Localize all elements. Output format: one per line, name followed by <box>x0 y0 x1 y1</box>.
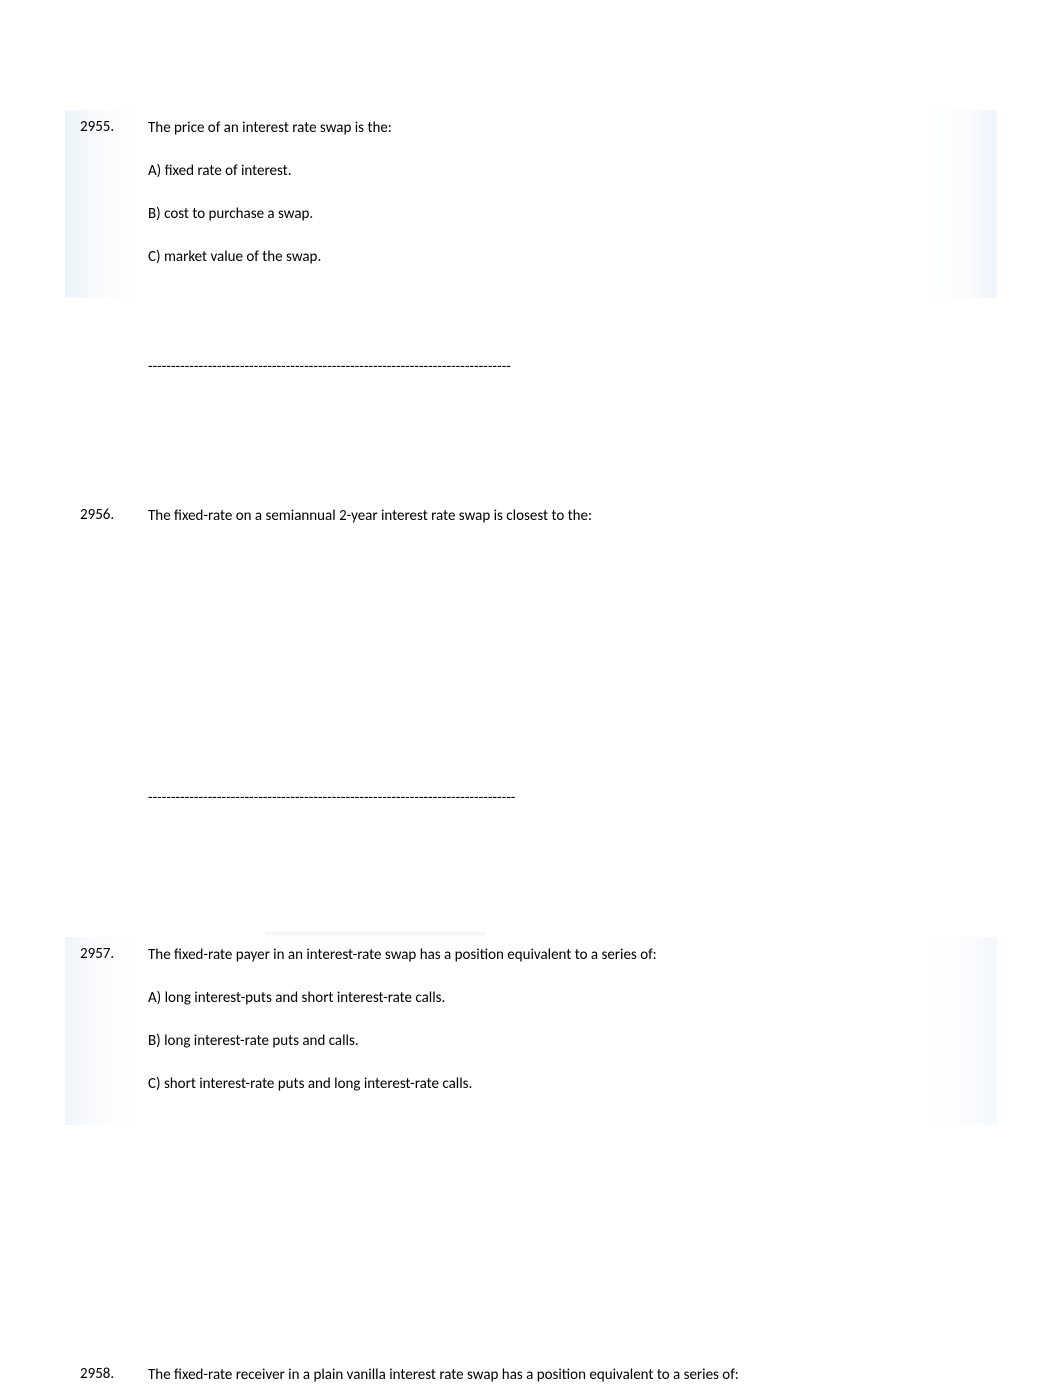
question-block: 2955. The price of an interest rate swap… <box>65 110 997 298</box>
question-block: 2957. The fixed-rate payer in an interes… <box>65 937 997 1125</box>
question-content: The price of an interest rate swap is th… <box>148 118 982 268</box>
spacer <box>80 807 982 937</box>
spacer <box>80 1185 982 1365</box>
divider: ----------------------------------------… <box>148 789 982 807</box>
question-row: 2955. The price of an interest rate swap… <box>80 118 982 268</box>
option-a: A) long interest-puts and short interest… <box>148 988 982 1009</box>
option-b: B) cost to purchase a swap. <box>148 204 982 225</box>
option-b: B) long interest-rate puts and calls. <box>148 1031 982 1052</box>
question-number: 2956. <box>80 506 148 524</box>
question-row: 2956. The fixed-rate on a semiannual 2-y… <box>80 506 982 527</box>
option-c: C) short interest-rate puts and long int… <box>148 1074 982 1095</box>
question-content: The fixed-rate payer in an interest-rate… <box>148 945 982 1095</box>
question-text: The fixed-rate on a semiannual 2-year in… <box>148 506 982 527</box>
spacer <box>80 587 982 767</box>
divider: ----------------------------------------… <box>148 358 982 376</box>
question-row: 2957. The fixed-rate payer in an interes… <box>80 945 982 1095</box>
option-c: C) market value of the swap. <box>148 247 982 268</box>
question-number: 2957. <box>80 945 148 963</box>
question-content: The fixed-rate on a semiannual 2-year in… <box>148 506 982 527</box>
question-number: 2958. <box>80 1365 148 1383</box>
question-text: The fixed-rate payer in an interest-rate… <box>148 945 982 966</box>
question-number: 2955. <box>80 118 148 136</box>
spacer <box>80 376 982 506</box>
question-block: 2956. The fixed-rate on a semiannual 2-y… <box>80 506 982 527</box>
question-text: The price of an interest rate swap is th… <box>148 118 982 139</box>
option-a: A) fixed rate of interest. <box>148 161 982 182</box>
